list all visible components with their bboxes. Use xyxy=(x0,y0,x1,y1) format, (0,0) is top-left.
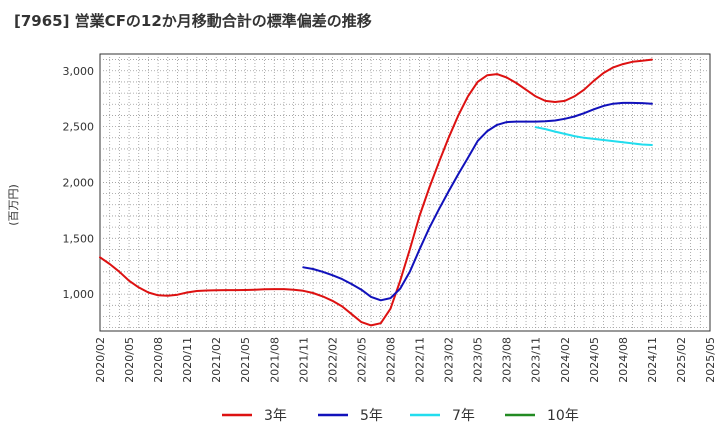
x-tick-label: 2022/08 xyxy=(384,337,397,383)
x-tick-label: 2021/02 xyxy=(210,337,223,383)
series-line xyxy=(99,58,653,327)
x-tick-label: 2022/11 xyxy=(414,337,427,383)
y-tick-label: 2,000 xyxy=(63,176,95,189)
x-tick-label: 2021/08 xyxy=(268,337,281,383)
x-tick-label: 2023/11 xyxy=(530,337,543,383)
x-tick-label: 2021/11 xyxy=(297,337,310,383)
plot-frame xyxy=(99,53,711,332)
x-tick-label: 2024/05 xyxy=(588,337,601,383)
x-tick-label: 2022/02 xyxy=(326,337,339,383)
chart-title: [7965] 営業CFの12か月移動合計の標準偏差の推移 xyxy=(14,12,372,30)
y-tick-labels: 1,000 1,500 2,000 2,500 3,000 xyxy=(63,65,95,301)
x-tick-label: 2023/08 xyxy=(501,337,514,383)
x-tick-label: 2020/11 xyxy=(181,337,194,383)
x-tick-label: 2024/08 xyxy=(617,337,630,383)
y-tick-label: 1,500 xyxy=(63,232,95,245)
y-tick-label: 3,000 xyxy=(63,65,95,78)
y-tick-label: 2,500 xyxy=(63,121,95,134)
x-tick-label: 2020/02 xyxy=(94,337,107,383)
x-tick-label: 2025/02 xyxy=(675,337,688,383)
series-line xyxy=(302,101,653,302)
series-line xyxy=(534,126,653,146)
legend-label: 5年 xyxy=(360,408,383,424)
x-tick-label: 2020/08 xyxy=(152,337,165,383)
legend-label: 10年 xyxy=(547,408,579,424)
x-tick-label: 2022/05 xyxy=(355,337,368,383)
x-tick-label: 2024/02 xyxy=(559,337,572,383)
x-tick-label: 2023/05 xyxy=(472,337,485,383)
x-tick-label: 2020/05 xyxy=(123,337,136,383)
x-tick-label: 2024/11 xyxy=(646,337,659,383)
series-lines xyxy=(99,58,653,327)
x-tick-label: 2021/05 xyxy=(239,337,252,383)
x-tick-label: 2023/02 xyxy=(443,337,456,383)
legend-label: 7年 xyxy=(452,408,475,424)
legend-label: 3年 xyxy=(264,408,287,424)
y-axis-label: (百万円) xyxy=(7,184,20,226)
y-tick-label: 1,000 xyxy=(63,288,95,301)
x-tick-label: 2025/05 xyxy=(704,337,717,383)
x-tick-labels: 2020/02 2020/05 2020/08 2020/11 2021/02 2021/… xyxy=(94,337,717,383)
legend: 3年 5年 7年 10年 xyxy=(222,408,579,424)
